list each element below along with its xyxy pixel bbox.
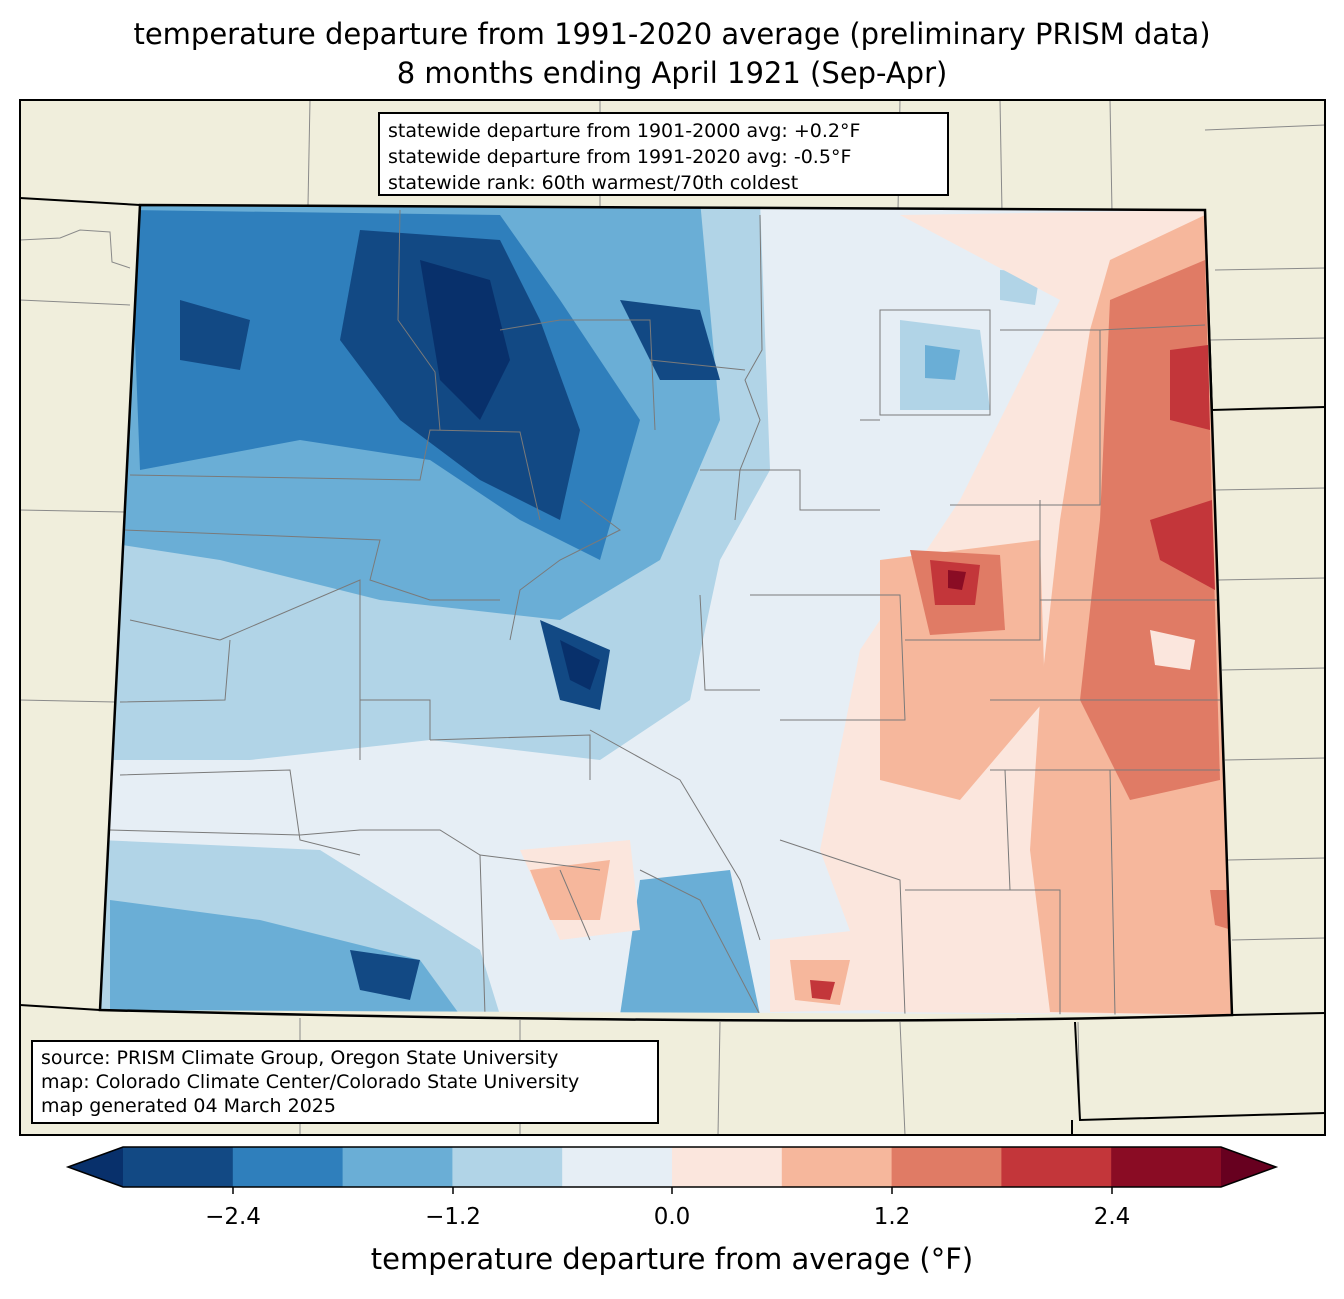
stat-statewide-rank: statewide rank: 60th warmest/70th coldes… xyxy=(388,172,799,194)
colorbar-segment xyxy=(342,1147,453,1187)
source-credit: source: PRISM Climate Group, Oregon Stat… xyxy=(41,1047,559,1069)
colorbar-tick-label: 0.0 xyxy=(653,1204,691,1230)
colorbar-segment xyxy=(672,1147,783,1187)
colorado-temperature-field xyxy=(100,205,1232,1015)
colorbar-segment xyxy=(1001,1147,1112,1187)
colorbar-tick-label: 2.4 xyxy=(1093,1204,1131,1230)
colorbar-tick-label: 1.2 xyxy=(873,1204,911,1230)
statewide-stats-box: statewide departure from 1901-2000 avg: … xyxy=(378,112,949,196)
stat-1991-2020-departure: statewide departure from 1991-2020 avg: … xyxy=(388,146,852,168)
colorbar-segment xyxy=(781,1147,893,1187)
colorbar-extend-high xyxy=(1221,1147,1276,1187)
colorbar-extend-low xyxy=(68,1147,123,1187)
colorbar-tick-label: −1.2 xyxy=(425,1204,481,1230)
colorbar-segment xyxy=(452,1147,563,1187)
map-credit: map: Colorado Climate Center/Colorado St… xyxy=(41,1071,580,1093)
colorado-border xyxy=(98,203,1234,1022)
colorbar-segment xyxy=(123,1147,234,1187)
map-title-line2: 8 months ending April 1921 (Sep-Apr) xyxy=(396,56,948,90)
colorbar-outline xyxy=(65,1146,1279,1188)
county-lines xyxy=(109,209,1220,1015)
colorbar xyxy=(65,1146,1279,1194)
map-frame xyxy=(19,99,1326,1136)
colorbar-label: temperature departure from average (°F) xyxy=(370,1242,974,1276)
source-box: source: PRISM Climate Group, Oregon Stat… xyxy=(31,1040,659,1124)
colorbar-segment xyxy=(232,1147,344,1187)
map-title-line1: temperature departure from 1991-2020 ave… xyxy=(133,17,1211,51)
colorbar-segment xyxy=(891,1147,1002,1187)
colorbar-segment xyxy=(1111,1147,1222,1187)
colorbar-tick-label: −2.4 xyxy=(205,1204,261,1230)
map-generated-date: map generated 04 March 2025 xyxy=(41,1095,336,1117)
stat-1901-2000-departure: statewide departure from 1901-2000 avg: … xyxy=(388,120,861,142)
colorbar-segment xyxy=(562,1147,673,1187)
